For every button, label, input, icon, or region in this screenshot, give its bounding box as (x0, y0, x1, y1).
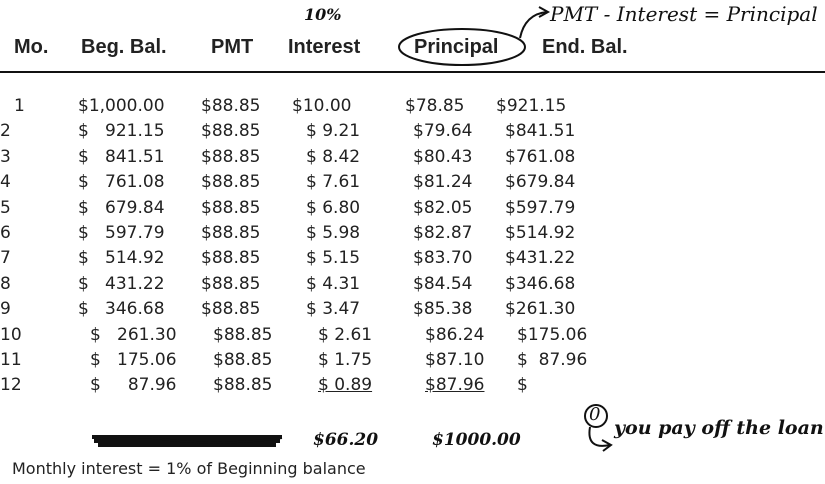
cell-beg-balance: $ 175.06 (90, 350, 177, 370)
cell-beg-balance: $ 87.96 (90, 375, 177, 396)
cell-end-balance: $175.06 (517, 324, 588, 345)
cell-month: 2 (0, 121, 11, 142)
cell-beg-balance: $ 261.30 (90, 324, 177, 345)
cell-pmt: $88.85 (213, 350, 273, 370)
header-end-bal: End. Bal. (542, 36, 628, 58)
cell-beg-balance: $ 841.51 (78, 146, 165, 167)
cell-end-balance: $261.30 (505, 299, 576, 320)
cell-interest: $ 5.15 (306, 248, 361, 269)
cell-end-balance: $841.51 (505, 121, 576, 142)
cell-interest: $ 8.42 (306, 146, 361, 167)
cell-interest: $ 0.89 (318, 375, 373, 396)
cell-interest: $10.00 (292, 96, 352, 116)
cell-pmt: $88.85 (213, 375, 273, 396)
cell-principal: $87.10 (425, 350, 485, 370)
rate-annotation: 10% (304, 5, 342, 24)
cell-end-balance: $ (517, 375, 528, 396)
cell-beg-balance: $ 597.79 (78, 223, 165, 243)
cell-pmt: $88.85 (201, 121, 261, 142)
cell-month: 10 (0, 324, 22, 345)
cell-beg-balance: $ 761.08 (78, 172, 165, 193)
cell-interest: $ 4.31 (306, 273, 361, 294)
cell-interest: $ 7.61 (306, 172, 361, 193)
cell-interest: $ 6.80 (306, 197, 361, 218)
cell-pmt: $88.85 (201, 299, 261, 320)
cell-end-balance: $431.22 (505, 248, 576, 269)
cell-principal: $87.96 (425, 375, 485, 396)
header-pmt: PMT (211, 36, 254, 58)
header-interest: Interest (288, 36, 361, 58)
cell-pmt: $88.85 (213, 324, 273, 345)
cell-principal: $85.38 (413, 299, 473, 320)
cell-month: 3 (0, 146, 11, 167)
cell-beg-balance: $ 346.68 (78, 299, 165, 320)
cell-interest: $ 3.47 (306, 299, 361, 320)
arrow-to-note (588, 426, 611, 447)
cell-principal: $82.05 (413, 197, 473, 218)
cell-month: 5 (0, 197, 11, 218)
cell-month: 8 (0, 273, 11, 294)
cell-pmt: $88.85 (201, 172, 261, 193)
cell-beg-balance: $1,000.00 (78, 96, 165, 116)
cell-interest: $ 5.98 (306, 223, 361, 243)
header-principal: Principal (414, 36, 499, 58)
cell-principal: $78.85 (405, 96, 465, 116)
cell-end-balance: $ 87.96 (517, 350, 588, 370)
principal-circle (398, 28, 526, 66)
arrow-head-note (601, 439, 613, 452)
header-divider (0, 71, 825, 73)
cell-end-balance: $346.68 (505, 273, 576, 294)
cell-principal: $81.24 (413, 172, 473, 193)
cell-pmt: $88.85 (201, 197, 261, 218)
cell-principal: $86.24 (425, 324, 485, 345)
cell-beg-balance: $ 431.22 (78, 273, 165, 294)
header-beg-bal: Beg. Bal. (81, 36, 167, 58)
zero-annotation: 0 (589, 404, 601, 425)
cell-pmt: $88.85 (201, 223, 261, 243)
cell-end-balance: $679.84 (505, 172, 576, 193)
cell-end-balance: $514.92 (505, 223, 576, 243)
payoff-annotation: you pay off the loan (614, 417, 824, 439)
cell-pmt: $88.85 (201, 248, 261, 269)
arrow-head-formula (538, 6, 551, 18)
cell-principal: $82.87 (413, 223, 473, 243)
cell-end-balance: $921.15 (496, 96, 567, 116)
header-mo: Mo. (14, 36, 49, 58)
formula-annotation: PMT - Interest = Principal (550, 2, 818, 26)
cell-pmt: $88.85 (201, 146, 261, 167)
cell-pmt: $88.85 (201, 96, 261, 116)
cell-month: 9 (0, 299, 11, 320)
cell-month: 6 (0, 223, 11, 243)
scribble-out-total (92, 435, 283, 447)
cell-interest: $ 9.21 (306, 121, 361, 142)
cell-pmt: $88.85 (201, 273, 261, 294)
cell-principal: $84.54 (413, 273, 473, 294)
cell-principal: $80.43 (413, 146, 473, 167)
zero-circle (584, 404, 608, 428)
cell-end-balance: $761.08 (505, 146, 576, 167)
footer-note: Monthly interest = 1% of Beginning balan… (12, 459, 366, 478)
cell-interest: $ 1.75 (318, 350, 373, 370)
cell-month: 12 (0, 375, 22, 396)
cell-interest: $ 2.61 (318, 324, 373, 345)
cell-beg-balance: $ 679.84 (78, 197, 165, 218)
interest-total: $66.20 (313, 430, 379, 450)
cell-month: 11 (0, 350, 22, 370)
cell-beg-balance: $ 921.15 (78, 121, 165, 142)
cell-principal: $79.64 (413, 121, 473, 142)
principal-total: $1000.00 (432, 430, 521, 450)
cell-beg-balance: $ 514.92 (78, 248, 165, 269)
cell-month: 7 (0, 248, 11, 269)
cell-principal: $83.70 (413, 248, 473, 269)
cell-month: 1 (14, 96, 25, 116)
cell-month: 4 (0, 172, 11, 193)
arrow-to-formula (519, 11, 548, 39)
cell-end-balance: $597.79 (505, 197, 576, 218)
